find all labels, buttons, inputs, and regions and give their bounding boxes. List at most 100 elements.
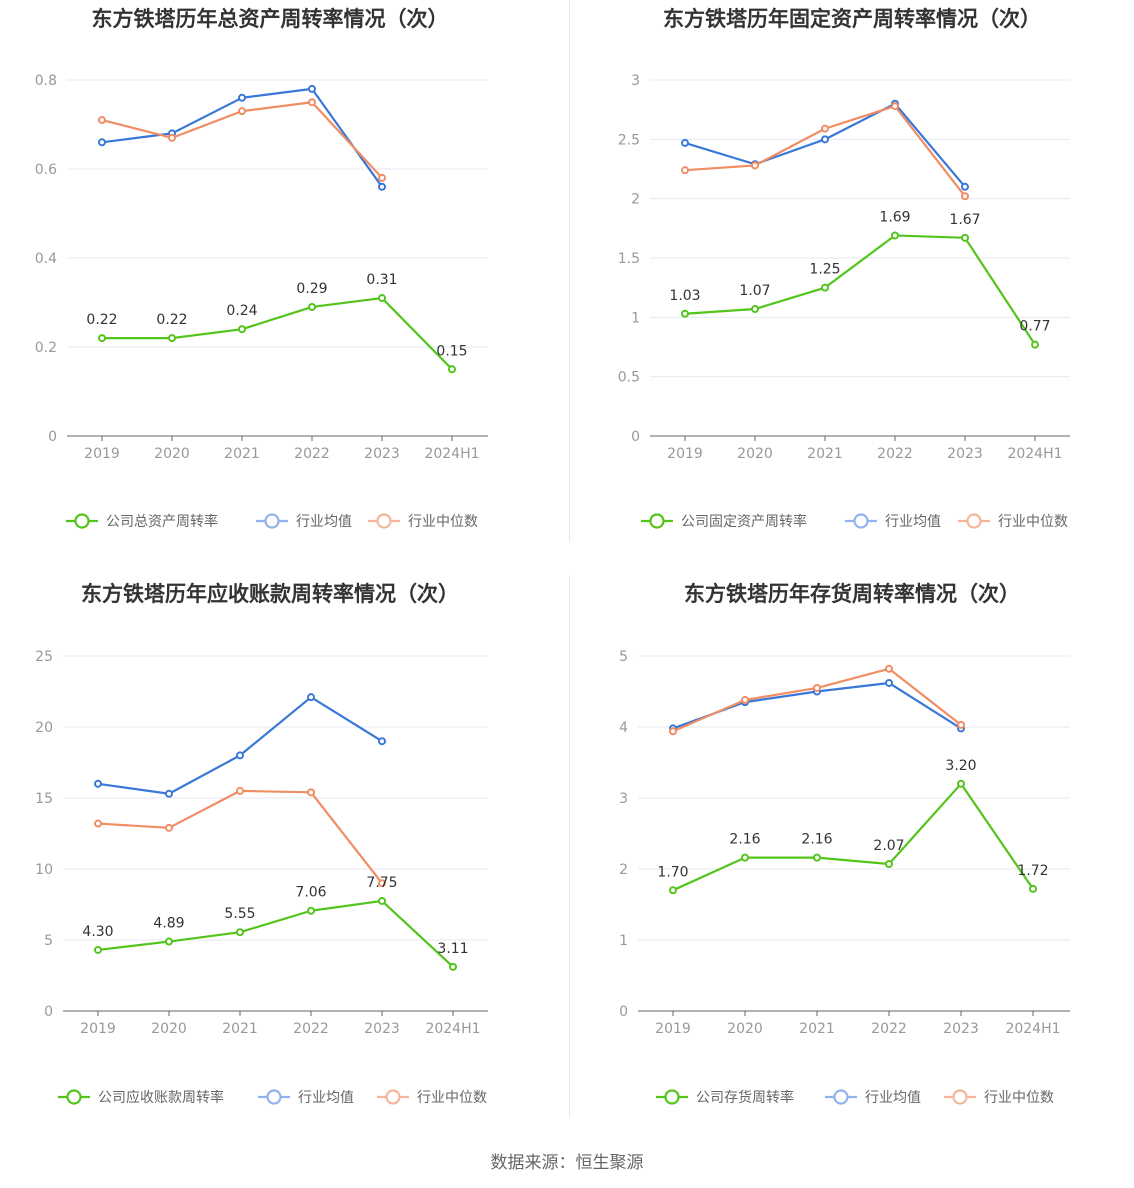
data-point-company: [378, 294, 386, 303]
data-point-median: [98, 116, 106, 125]
chart-body: 东方铁塔历年总资产周转率情况（次） 0 0.2 0.4 0.6 0.8 2019 2020 20…: [35, 7, 488, 530]
y-tick-label: 2: [619, 862, 628, 878]
data-point-company: [449, 962, 457, 971]
data-label: 0.77: [1019, 319, 1050, 335]
y-tick-label: 1: [619, 933, 628, 949]
legend-label: 行业中位数: [417, 1090, 487, 1106]
series-line-company: [672, 782, 1034, 892]
data-label: 3.20: [945, 758, 976, 774]
data-label: 5.55: [224, 906, 255, 922]
chart-title: 东方铁塔历年固定资产周转率情况（次）: [663, 7, 1041, 31]
data-point-avg: [885, 678, 893, 687]
series-line-avg: [684, 102, 966, 188]
data-label: 1.07: [739, 283, 770, 299]
data-label: 4.30: [82, 924, 113, 940]
y-tick-label: 1: [631, 310, 640, 326]
data-label: 1.03: [669, 288, 700, 304]
legend-marker: [649, 513, 665, 529]
data-point-median: [238, 107, 246, 116]
legend-item-median[interactable]: 行业中位数: [368, 513, 478, 530]
legend-label: 行业中位数: [998, 514, 1068, 530]
data-label: 1.67: [949, 212, 980, 228]
data-point-median: [681, 166, 689, 175]
legend-item-median[interactable]: 行业中位数: [377, 1089, 487, 1106]
data-point-company: [891, 231, 899, 240]
legend-label: 行业均值: [865, 1090, 921, 1106]
data-point-avg: [821, 135, 829, 144]
x-tick-label: 2023: [943, 1021, 979, 1037]
legend-item-avg[interactable]: 行业均值: [825, 1089, 921, 1106]
legend-item-company[interactable]: 公司应收账款周转率: [58, 1089, 224, 1106]
y-tick-label: 0: [619, 1004, 628, 1020]
data-point-median: [236, 786, 244, 795]
y-tick-label: 4: [619, 720, 628, 736]
x-tick-label: 2024H1: [1005, 1021, 1060, 1037]
legend-item-median[interactable]: 行业中位数: [944, 1089, 1054, 1106]
data-point-company: [308, 302, 316, 311]
data-point-median: [741, 696, 749, 705]
legend-marker: [833, 1089, 849, 1105]
legend-marker: [266, 1089, 282, 1105]
series-line-company: [684, 234, 1036, 346]
data-label: 0.15: [436, 343, 467, 359]
data-point-company: [307, 906, 315, 915]
data-point-median: [378, 879, 386, 888]
x-tick-label: 2020: [154, 446, 190, 462]
y-tick-label: 0.6: [35, 162, 57, 178]
series-line-company: [102, 296, 453, 371]
data-point-median: [891, 102, 899, 111]
data-point-median: [308, 98, 316, 107]
data-point-median: [751, 161, 759, 170]
x-tick-label: 2020: [737, 446, 773, 462]
data-point-company: [681, 309, 689, 318]
data-point-avg: [307, 693, 315, 702]
legend-item-avg[interactable]: 行业均值: [845, 513, 941, 530]
data-point-company: [669, 886, 677, 895]
chart-fixed-assets: 东方铁塔历年固定资产周转率情况（次） 0 0.5 1 1.5 2 2.5 3 2019 2020 2…: [618, 7, 1070, 530]
legend-item-company[interactable]: 公司存货周转率: [656, 1089, 794, 1106]
chart-title: 东方铁塔历年存货周转率情况（次）: [684, 582, 1020, 606]
y-tick-label: 0: [631, 429, 640, 445]
series-line-avg: [97, 696, 383, 795]
legend-item-avg[interactable]: 行业均值: [258, 1089, 354, 1106]
legend-marker: [853, 513, 869, 529]
data-point-avg: [165, 789, 173, 798]
chart-body: 东方铁塔历年存货周转率情况（次） 0 1 2 3 4 5 2019 2020 2021 2022 20…: [619, 582, 1070, 1106]
legend-label: 行业中位数: [408, 514, 478, 530]
legend-marker: [664, 1089, 680, 1105]
data-source-note: 数据来源：恒生聚源: [490, 1153, 644, 1173]
data-point-avg: [98, 138, 106, 147]
data-label: 1.69: [879, 209, 910, 225]
data-point-company: [168, 334, 176, 343]
legend-item-company[interactable]: 公司总资产周转率: [66, 513, 218, 530]
y-tick-label: 10: [35, 862, 53, 878]
x-tick-label: 2022: [877, 446, 913, 462]
data-label: 4.89: [153, 916, 184, 932]
y-tick-label: 2: [631, 192, 640, 208]
data-label: 0.22: [156, 312, 187, 328]
data-point-median: [813, 683, 821, 692]
chart-panel-inventory: 东方铁塔历年存货周转率情况（次） 0 1 2 3 4 5 2019 2020 2021 2022 20…: [567, 575, 1134, 1150]
x-tick-label: 2019: [84, 446, 120, 462]
x-tick-label: 2023: [364, 1021, 400, 1037]
legend-marker: [952, 1089, 968, 1105]
y-tick-label: 0: [44, 1004, 53, 1020]
legend-label: 公司固定资产周转率: [681, 513, 807, 530]
data-label: 0.29: [296, 281, 327, 297]
legend-item-company[interactable]: 公司固定资产周转率: [641, 513, 807, 530]
data-point-avg: [681, 138, 689, 147]
data-point-company: [378, 896, 386, 905]
chart-panel-total-assets: 东方铁塔历年总资产周转率情况（次） 0 0.2 0.4 0.6 0.8 2019 2020 20…: [0, 0, 567, 575]
legend-item-avg[interactable]: 行业均值: [256, 513, 352, 530]
x-tick-label: 2019: [655, 1021, 691, 1037]
y-tick-label: 20: [35, 720, 53, 736]
legend-item-median[interactable]: 行业中位数: [958, 513, 1068, 530]
data-point-avg: [238, 93, 246, 102]
data-point-median: [378, 173, 386, 182]
chart-title: 东方铁塔历年总资产周转率情况（次）: [92, 7, 449, 31]
chart-total-assets: 东方铁塔历年总资产周转率情况（次） 0 0.2 0.4 0.6 0.8 2019 2020 20…: [35, 7, 488, 530]
chart-body: 东方铁塔历年应收账款周转率情况（次） 0 5 10 15 20 25 2019 2020 2021…: [35, 582, 488, 1106]
x-tick-label: 2019: [80, 1021, 116, 1037]
x-tick-label: 2021: [222, 1021, 258, 1037]
legend-marker: [376, 513, 392, 529]
